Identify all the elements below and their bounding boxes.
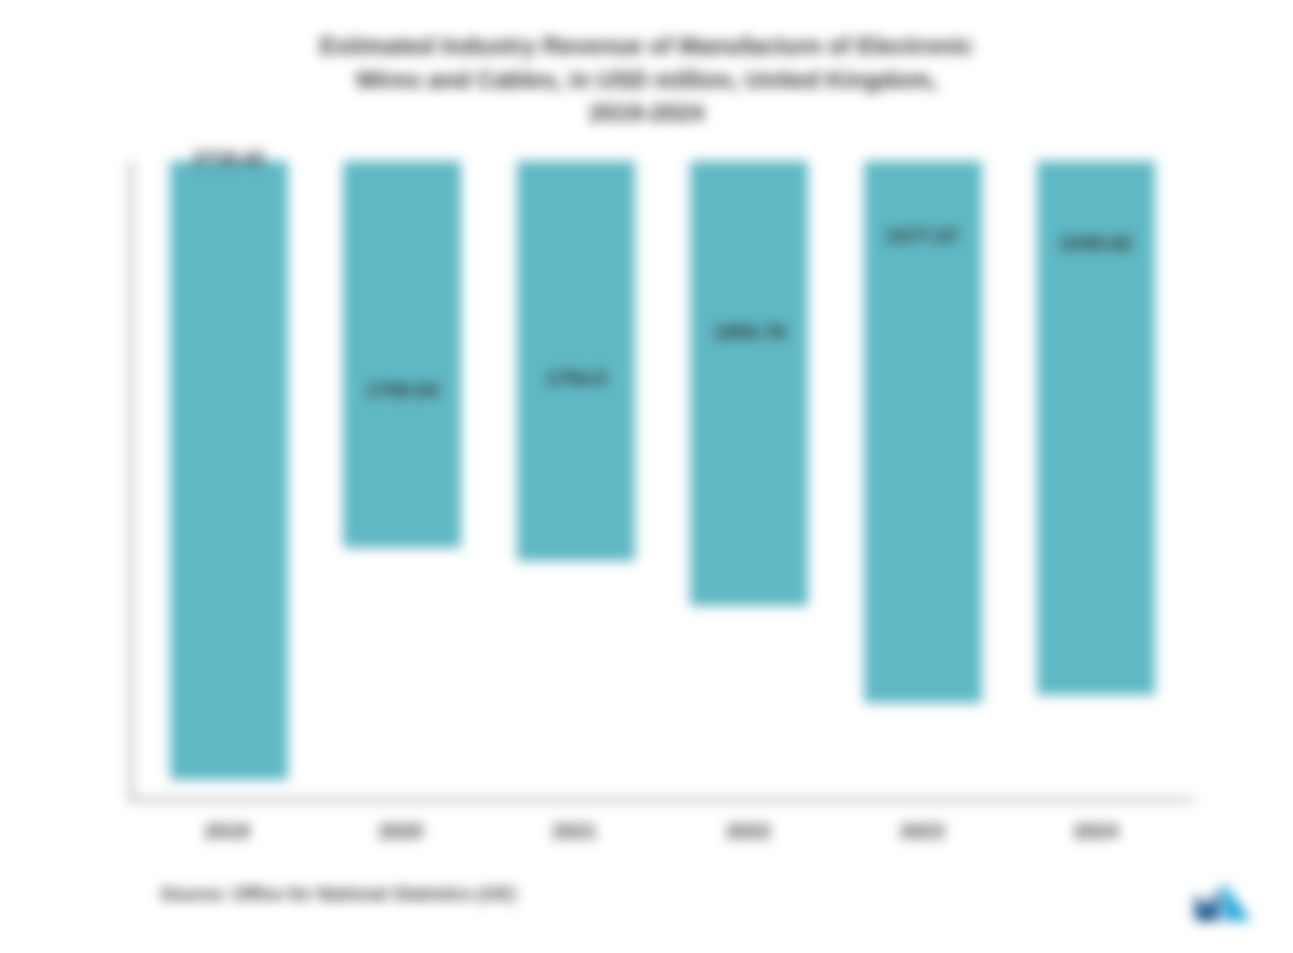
x-axis-label: 2019	[140, 821, 314, 844]
bar-group: 2345.62	[1010, 161, 1184, 799]
plot-area: 2718.42 1700.04 1754.5 1955.78 2377.57 2345.6…	[130, 161, 1193, 801]
bar-value-label: 2345.62	[1060, 233, 1132, 256]
source-text: Source: Office for National Statistics (…	[160, 884, 1253, 905]
bar-value-label: 2377.57	[887, 226, 959, 249]
bar-value-label: 1955.78	[713, 322, 785, 345]
chart-title-line-3: 2019-2024	[589, 100, 704, 127]
x-axis-label: 2022	[661, 821, 835, 844]
bar	[690, 161, 808, 607]
bar-group: 2718.42	[142, 161, 316, 799]
bar	[343, 161, 461, 548]
bar-group: 2377.57	[836, 161, 1010, 799]
x-axis-label: 2023	[835, 821, 1009, 844]
bar-value-label: 2718.42	[193, 148, 265, 171]
x-axis-label: 2020	[314, 821, 488, 844]
chart-title-line-2: Wires and Cables, in USD million, United…	[356, 67, 937, 94]
bar-group: 1754.5	[489, 161, 663, 799]
bars-row: 2718.42 1700.04 1754.5 1955.78 2377.57 2345.6…	[132, 161, 1193, 799]
chart-title-line-1: Estimated Industry Revenue of Manufactur…	[320, 33, 973, 60]
bar	[517, 161, 635, 561]
bar-group: 1700.04	[316, 161, 490, 799]
x-axis-labels: 201920202021202220232024	[130, 821, 1193, 844]
mordor-logo-icon	[1193, 879, 1253, 923]
chart-container: Estimated Industry Revenue of Manufactur…	[0, 0, 1293, 953]
x-axis-label: 2021	[488, 821, 662, 844]
chart-title: Estimated Industry Revenue of Manufactur…	[197, 30, 1097, 131]
bar	[170, 161, 288, 780]
bar-value-label: 1754.5	[545, 368, 606, 391]
bar-value-label: 1700.04	[366, 380, 438, 403]
bar-group: 1955.78	[663, 161, 837, 799]
x-axis-label: 2024	[1009, 821, 1183, 844]
